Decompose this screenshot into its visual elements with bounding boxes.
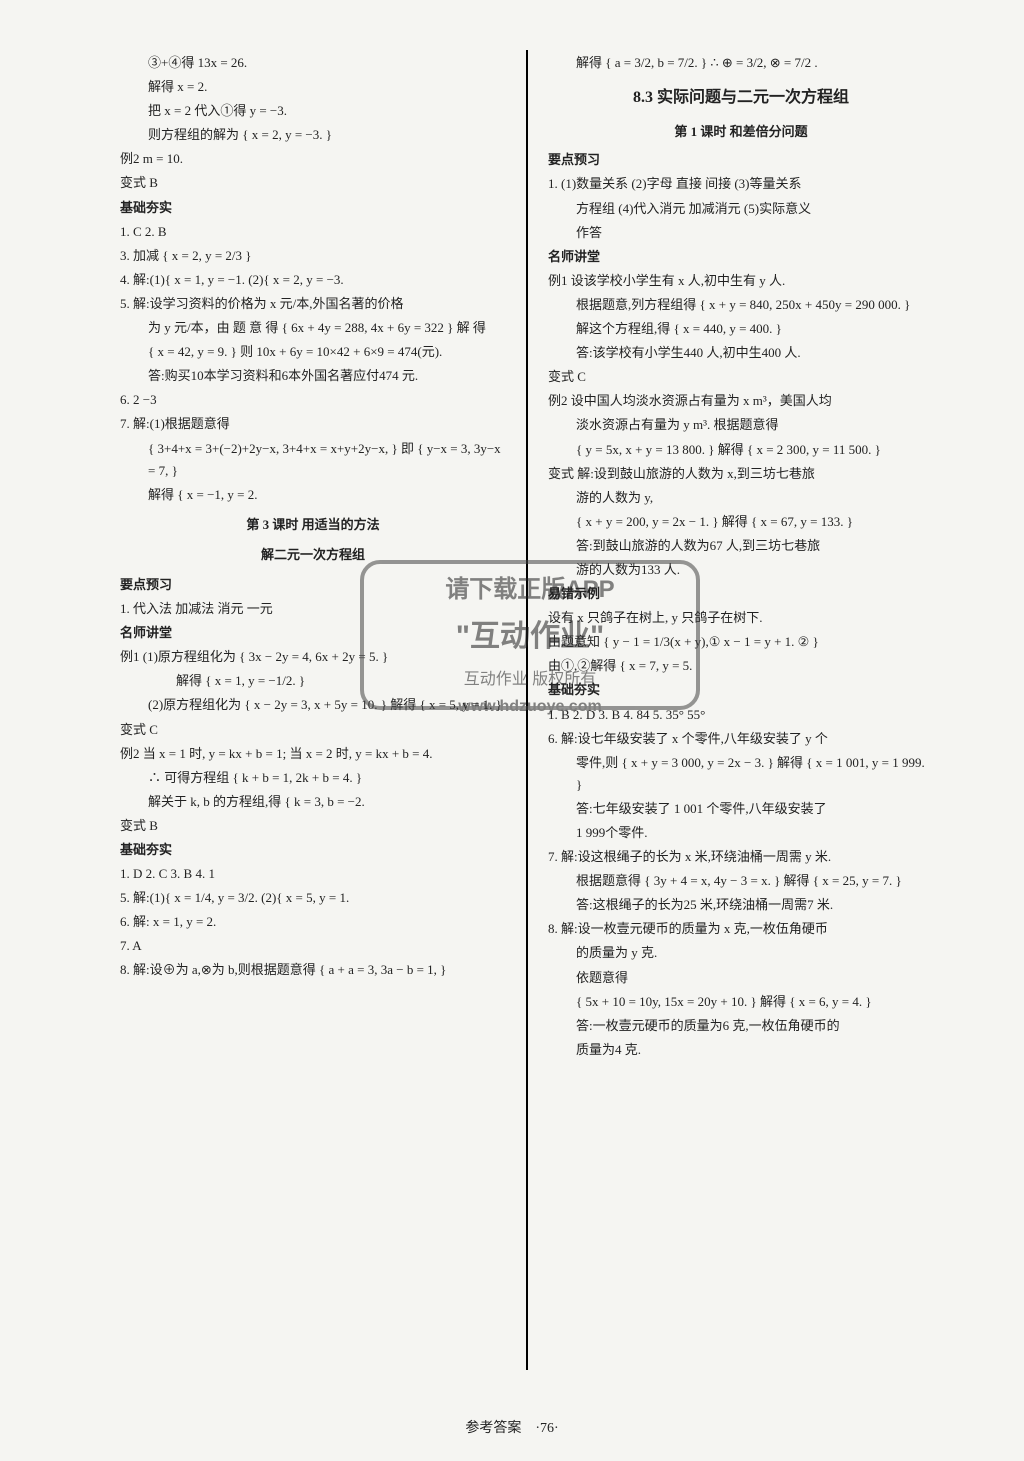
variant-solve: 答:到鼓山旅游的人数为67 人,到三坊七巷旅 — [548, 535, 934, 557]
example-line: { y = 5x, x + y = 13 800. } 解得 { x = 2 3… — [548, 439, 934, 461]
footer-page-number: ·76· — [535, 1421, 558, 1436]
column-divider — [526, 50, 528, 1370]
answer-line: 零件,则 { x + y = 3 000, y = 2x − 3. } 解得 {… — [548, 752, 934, 796]
answer-line: 6. 解:设七年级安装了 x 个零件,八年级安装了 y 个 — [548, 728, 934, 750]
answer-line: 3. 加减 { x = 2, y = 2/3 } — [120, 245, 506, 267]
variant-solve: 变式 解:设到鼓山旅游的人数为 x,到三坊七巷旅 — [548, 463, 934, 485]
text-line: 把 x = 2 代入①得 y = −3. — [120, 100, 506, 122]
answer-line: 8. 解:设一枚壹元硬币的质量为 x 克,一枚伍角硬币 — [548, 918, 934, 940]
section-label: 要点预习 — [120, 574, 506, 596]
answer-line: 的质量为 y 克. — [548, 942, 934, 964]
text-line: 解得 x = 2. — [120, 76, 506, 98]
answer-line: 6. 2 −3 — [120, 389, 506, 411]
answer-line: 答:这根绳子的长为25 米,环绕油桶一周需7 米. — [548, 894, 934, 916]
preview-line: 作答 — [548, 222, 934, 244]
text-line: 则方程组的解为 { x = 2, y = −3. } — [120, 124, 506, 146]
example-line: 根据题意,列方程组得 { x + y = 840, 250x + 450y = … — [548, 294, 934, 316]
answer-line: 质量为4 克. — [548, 1039, 934, 1061]
example-line: 例1 (1)原方程组化为 { 3x − 2y = 4, 6x + 2y = 5.… — [120, 646, 506, 668]
section-title: 第 3 课时 用适当的方法 — [120, 514, 506, 536]
variant-solve: 游的人数为133 人. — [548, 559, 934, 581]
section-label: 名师讲堂 — [120, 622, 506, 644]
section-label: 易错示例 — [548, 583, 934, 605]
section-label: 基础夯实 — [120, 197, 506, 219]
example-line: ∴ 可得方程组 { k + b = 1, 2k + b = 4. } — [120, 767, 506, 789]
preview-line: 1. (1)数量关系 (2)字母 直接 间接 (3)等量关系 — [548, 173, 934, 195]
example-line: 例1 设该学校小学生有 x 人,初中生有 y 人. — [548, 270, 934, 292]
answer-line: 7. 解:设这根绳子的长为 x 米,环绕油桶一周需 y 米. — [548, 846, 934, 868]
answer-line: 1. D 2. C 3. B 4. 1 — [120, 863, 506, 885]
example-line: 淡水资源占有量为 y m³. 根据题意得 — [548, 414, 934, 436]
answer-line: 依题意得 — [548, 967, 934, 989]
error-example: 由题意知 { y − 1 = 1/3(x + y),① x − 1 = y + … — [548, 631, 934, 653]
text-line: 解得 { a = 3/2, b = 7/2. } ∴ ⊕ = 3/2, ⊗ = … — [548, 52, 934, 74]
answer-line: 解得 { x = −1, y = 2. — [120, 484, 506, 506]
example-line: 例2 设中国人均淡水资源占有量为 x m³，美国人均 — [548, 390, 934, 412]
example-line: 答:该学校有小学生440 人,初中生400 人. — [548, 342, 934, 364]
error-example: 由①,②解得 { x = 7, y = 5. — [548, 655, 934, 677]
footer-label: 参考答案 — [465, 1421, 521, 1436]
answer-line: { 3+4+x = 3+(−2)+2y−x, 3+4+x = x+y+2y−x,… — [120, 438, 506, 482]
answer-line: 4. 解:(1){ x = 1, y = −1. (2){ x = 2, y =… — [120, 269, 506, 291]
variant-label: 变式 C — [548, 366, 934, 388]
answer-line: 根据题意得 { 3y + 4 = x, 4y − 3 = x. } 解得 { x… — [548, 870, 934, 892]
left-column: ③+④得 13x = 26. 解得 x = 2. 把 x = 2 代入①得 y … — [120, 50, 506, 1370]
answer-line: { x = 42, y = 9. } 则 10x + 6y = 10×42 + … — [120, 341, 506, 363]
section-label: 基础夯实 — [120, 839, 506, 861]
example-line: 解得 { x = 1, y = −1/2. } — [120, 670, 506, 692]
example-label: 例2 m = 10. — [120, 148, 506, 170]
example-line: 解关于 k, b 的方程组,得 { k = 3, b = −2. — [120, 791, 506, 813]
sub-heading: 第 1 课时 和差倍分问题 — [548, 121, 934, 143]
example-line: (2)原方程组化为 { x − 2y = 3, x + 5y = 10. } 解… — [120, 694, 506, 716]
answer-line: 7. A — [120, 935, 506, 957]
answer-line: 6. 解: x = 1, y = 2. — [120, 911, 506, 933]
example-line: 例2 当 x = 1 时, y = kx + b = 1; 当 x = 2 时,… — [120, 743, 506, 765]
page-content: ③+④得 13x = 26. 解得 x = 2. 把 x = 2 代入①得 y … — [120, 50, 934, 1370]
example-line: 解这个方程组,得 { x = 440, y = 400. } — [548, 318, 934, 340]
section-heading: 8.3 实际问题与二元一次方程组 — [548, 84, 934, 111]
answer-line: 1 999个零件. — [548, 822, 934, 844]
section-title: 解二元一次方程组 — [120, 544, 506, 566]
answer-line: 为 y 元/本，由 题 意 得 { 6x + 4y = 288, 4x + 6y… — [120, 317, 506, 339]
answer-line: 7. 解:(1)根据题意得 — [120, 413, 506, 435]
variant-solve: { x + y = 200, y = 2x − 1. } 解得 { x = 67… — [548, 511, 934, 533]
section-label: 基础夯实 — [548, 679, 934, 701]
answer-line: 答:购买10本学习资料和6本外国名著应付474 元. — [120, 365, 506, 387]
answer-line: 1. C 2. B — [120, 221, 506, 243]
page-footer: 参考答案 ·76· — [0, 1417, 1024, 1441]
section-label: 名师讲堂 — [548, 246, 934, 268]
text-line: ③+④得 13x = 26. — [120, 52, 506, 74]
answer-line: 答:七年级安装了 1 001 个零件,八年级安装了 — [548, 798, 934, 820]
variant-label: 变式 C — [120, 719, 506, 741]
variant-label: 变式 B — [120, 172, 506, 194]
answer-line: 8. 解:设⊕为 a,⊗为 b,则根据题意得 { a + a = 3, 3a −… — [120, 959, 506, 981]
preview-line: 方程组 (4)代入消元 加减消元 (5)实际意义 — [548, 198, 934, 220]
preview-line: 1. 代入法 加减法 消元 一元 — [120, 598, 506, 620]
answer-line: 5. 解:设学习资料的价格为 x 元/本,外国名著的价格 — [120, 293, 506, 315]
answer-line: 5. 解:(1){ x = 1/4, y = 3/2. (2){ x = 5, … — [120, 887, 506, 909]
answer-line: 答:一枚壹元硬币的质量为6 克,一枚伍角硬币的 — [548, 1015, 934, 1037]
answer-line: { 5x + 10 = 10y, 15x = 20y + 10. } 解得 { … — [548, 991, 934, 1013]
section-label: 要点预习 — [548, 149, 934, 171]
variant-solve: 游的人数为 y, — [548, 487, 934, 509]
error-example: 设有 x 只鸽子在树上, y 只鸽子在树下. — [548, 607, 934, 629]
answer-line: 1. B 2. D 3. B 4. 84 5. 35° 55° — [548, 704, 934, 726]
right-column: 解得 { a = 3/2, b = 7/2. } ∴ ⊕ = 3/2, ⊗ = … — [548, 50, 934, 1370]
variant-label: 变式 B — [120, 815, 506, 837]
